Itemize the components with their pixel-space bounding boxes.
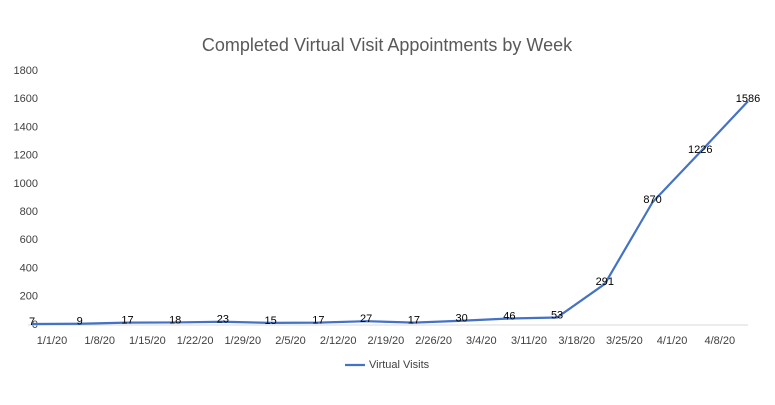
y-tick-label: 1400 (14, 121, 38, 133)
x-tick-label: 4/1/20 (657, 335, 688, 347)
series-line (31, 100, 749, 326)
data-label: 17 (312, 315, 324, 327)
y-tick-label: 1000 (14, 178, 38, 190)
data-label: 46 (503, 310, 515, 322)
legend-label: Virtual Visits (369, 359, 430, 371)
x-tick-label: 1/15/20 (129, 335, 166, 347)
y-tick-label: 1200 (14, 150, 38, 162)
y-tick-label: 200 (20, 291, 38, 303)
data-label: 53 (551, 309, 563, 321)
x-tick-label: 1/22/20 (177, 335, 214, 347)
x-tick-label: 3/18/20 (558, 335, 595, 347)
x-tick-label: 3/11/20 (511, 335, 547, 347)
data-label: 17 (121, 315, 133, 327)
x-tick-label: 3/4/20 (466, 335, 497, 347)
data-label: 7 (29, 316, 35, 328)
x-tick-label: 3/25/20 (606, 335, 643, 347)
x-tick-label: 1/8/20 (84, 335, 115, 347)
data-label: 17 (408, 315, 420, 327)
y-tick-label: 1600 (14, 93, 38, 105)
x-tick-label: 2/12/20 (320, 335, 357, 347)
data-label: 23 (217, 314, 229, 326)
y-tick-label: 1800 (14, 65, 38, 77)
y-tick-label: 600 (20, 234, 38, 246)
x-tick-label: 2/26/20 (415, 335, 452, 347)
x-tick-label: 4/8/20 (705, 335, 736, 347)
data-label: 291 (596, 276, 614, 288)
x-tick-label: 2/5/20 (275, 335, 306, 347)
data-label: 27 (360, 313, 372, 325)
data-label: 1586 (736, 93, 760, 105)
data-label: 9 (77, 316, 83, 328)
data-label: 1226 (688, 144, 712, 156)
y-tick-label: 800 (20, 206, 38, 218)
data-label: 18 (169, 314, 181, 326)
x-tick-label: 1/1/20 (37, 335, 68, 347)
data-label: 870 (643, 194, 661, 206)
x-tick-label: 2/19/20 (368, 335, 405, 347)
data-label: 15 (265, 315, 277, 327)
chart-title: Completed Virtual Visit Appointments by … (202, 35, 573, 55)
x-tick-label: 1/29/20 (224, 335, 261, 347)
data-label: 30 (455, 313, 467, 325)
y-tick-label: 400 (20, 262, 38, 274)
